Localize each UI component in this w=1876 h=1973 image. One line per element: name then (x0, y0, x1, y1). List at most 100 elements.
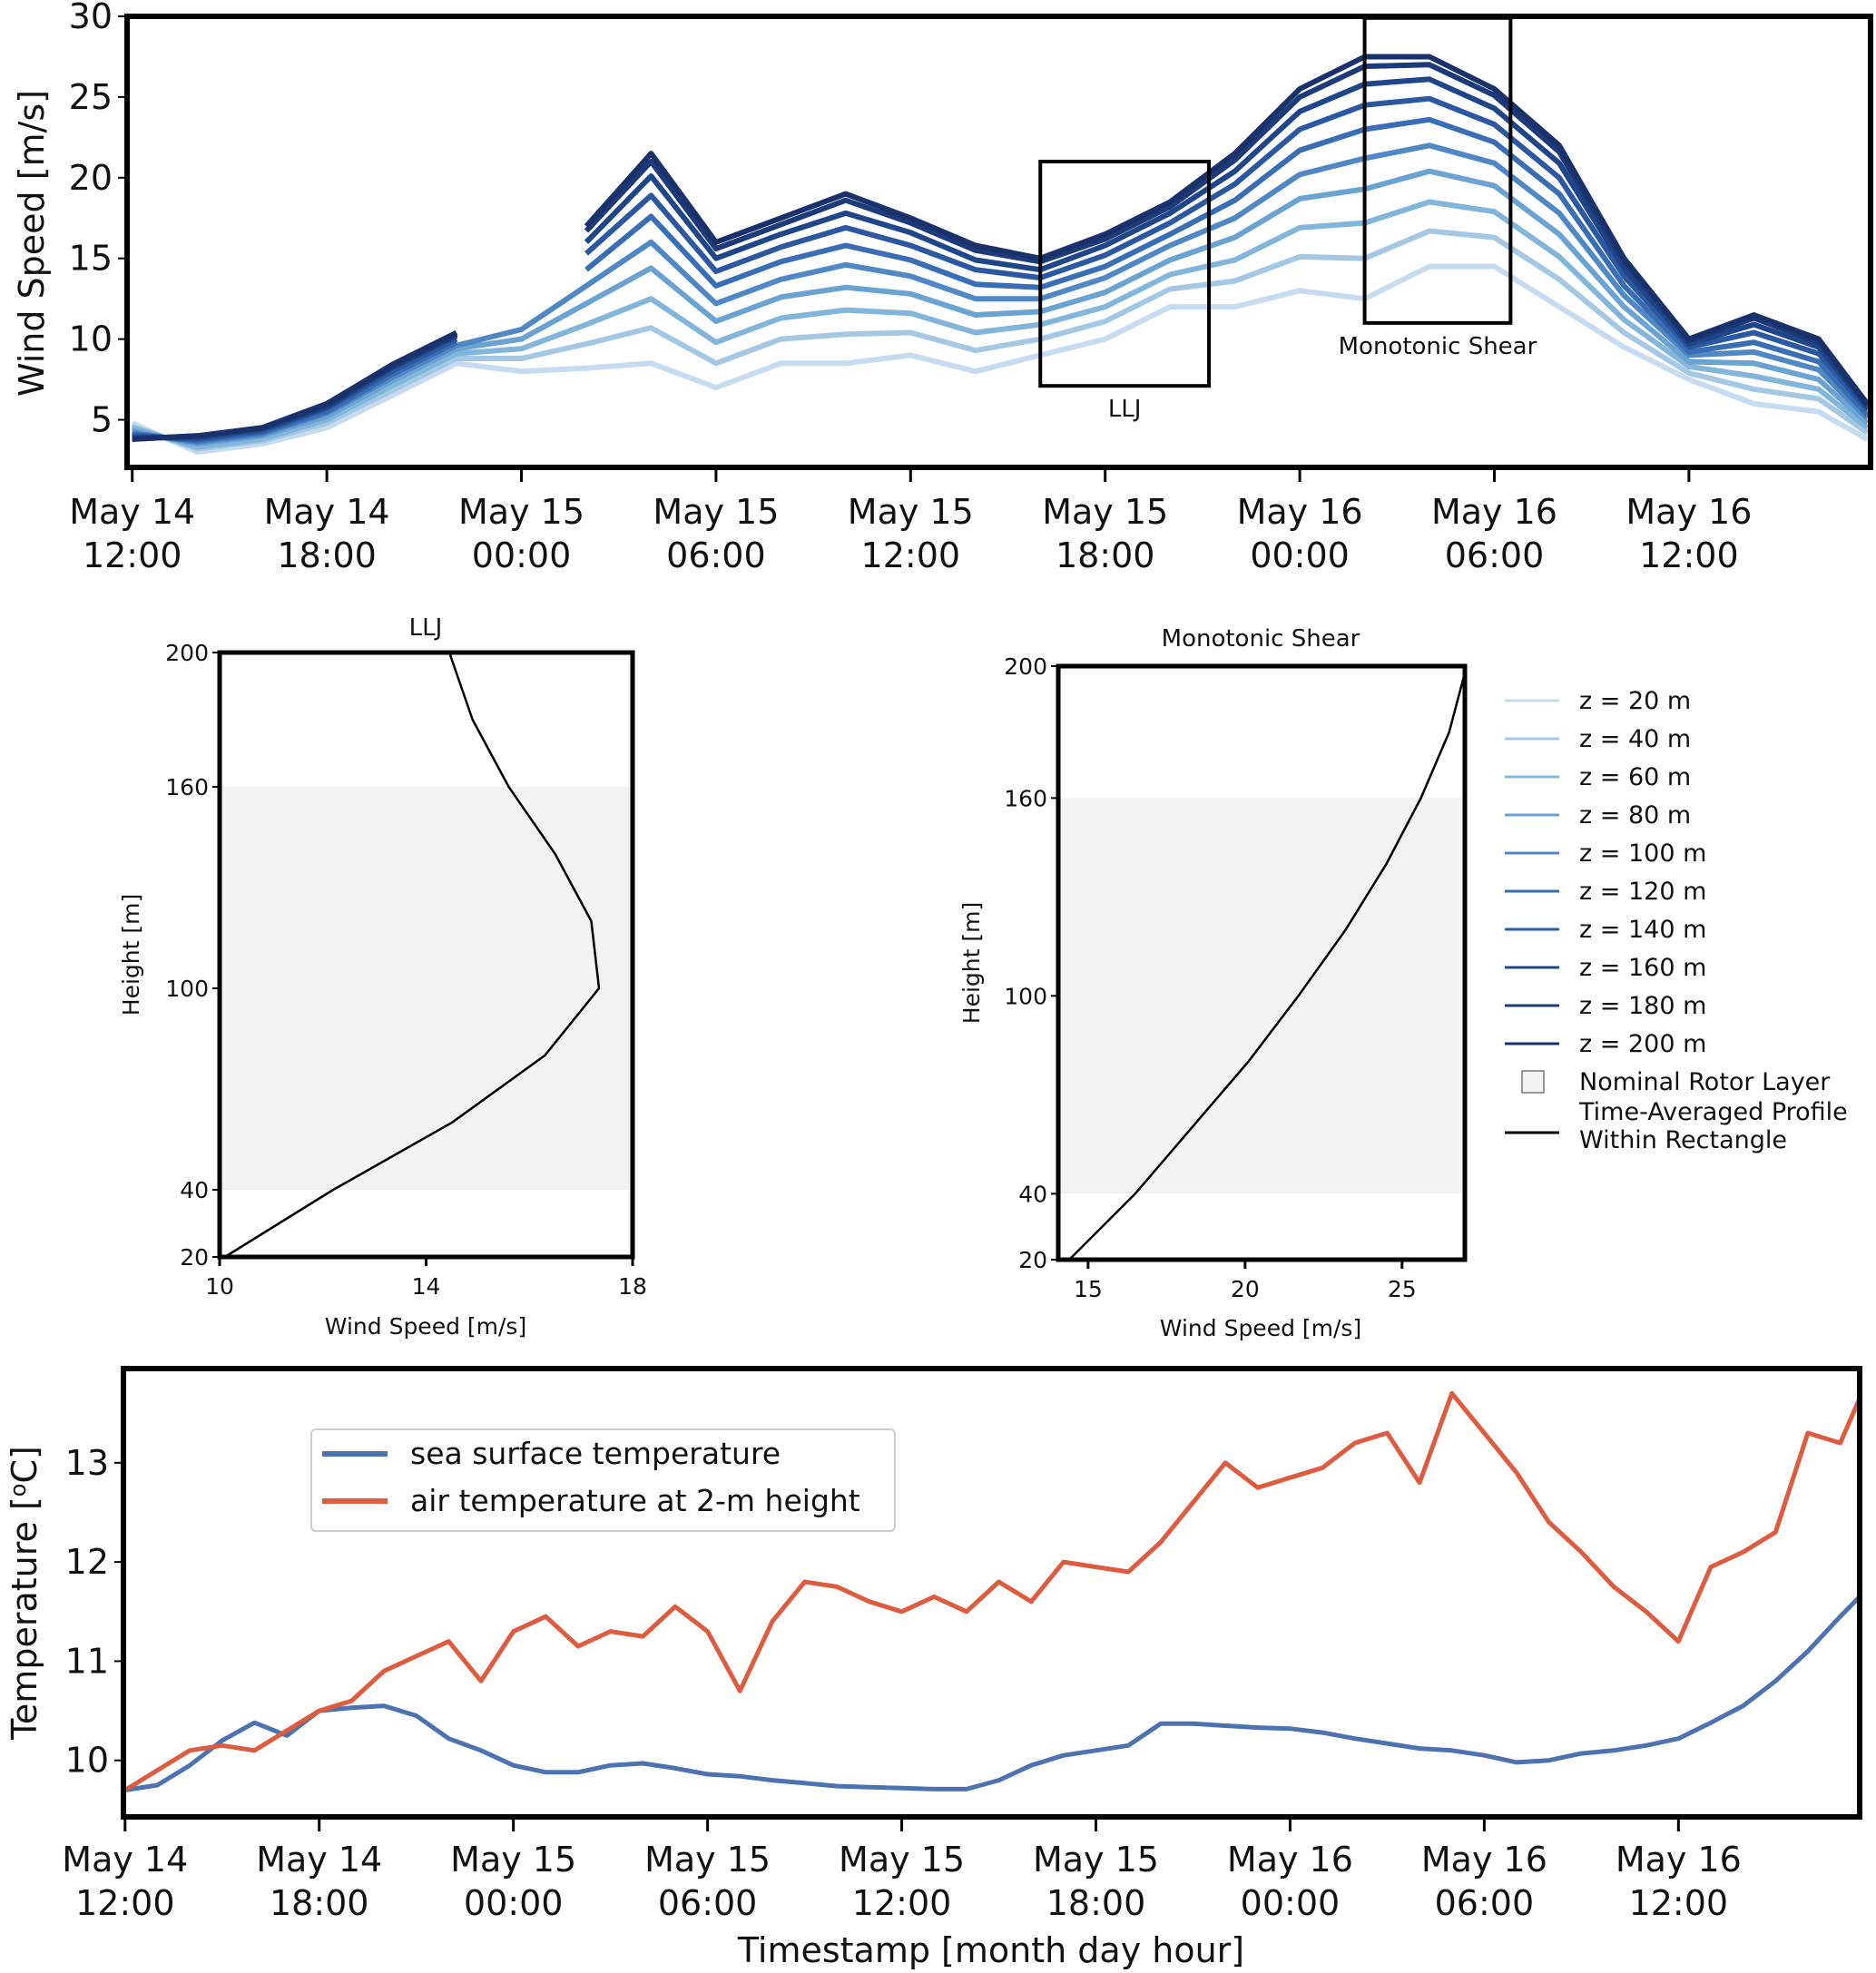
x-tick-label-time: 12:00 (852, 1883, 952, 1923)
x-tick-label: 14 (412, 1273, 441, 1300)
legend-patch (1521, 1070, 1545, 1094)
rotor-layer-band (220, 787, 633, 1190)
y-tick-label: 11 (65, 1641, 109, 1681)
y-tick-label: 20 (180, 1244, 209, 1271)
legend-item: sea surface temperature (322, 1436, 781, 1471)
wind-series-line (132, 54, 1870, 442)
y-tick-label: 20 (69, 158, 113, 198)
legend-label: z = 200 m (1579, 1030, 1706, 1058)
shear-x-axis-label: Wind Speed [m/s] (1160, 1315, 1361, 1341)
legend-item: Nominal Rotor Layer (1521, 1068, 1831, 1096)
llj-profile-panel: LLJ Wind Speed [m/s] Height [m] 20 40 100 1… (118, 614, 647, 1340)
x-tick-label-time: 12:00 (83, 535, 182, 575)
annotation-label: LLJ (1108, 396, 1142, 423)
temperature-series-line (123, 1390, 1862, 1792)
temperature-y-label-deg: o (5, 1484, 31, 1497)
x-tick-label-time: 12:00 (75, 1883, 175, 1923)
x-tick-label-time: 00:00 (472, 535, 572, 575)
x-tick-label-time: 18:00 (1056, 535, 1155, 575)
x-tick-label-time: 06:00 (1435, 1883, 1535, 1923)
x-tick-label-date: May 14 (62, 1840, 188, 1880)
x-tick-label-date: May 16 (1421, 1840, 1547, 1880)
legend-label: z = 20 m (1579, 687, 1691, 715)
y-tick-label: 25 (69, 77, 113, 117)
temperature-y-label-pre: Temperature [ (5, 1497, 44, 1741)
x-tick-label-date: May 16 (1626, 492, 1752, 532)
legend-box (310, 1428, 896, 1532)
wind-y-axis-ticks: 5 10 15 20 25 30 (69, 0, 127, 440)
x-tick-label-date: May 16 (1431, 492, 1557, 532)
legend-label: z = 60 m (1579, 763, 1691, 791)
legend-label: z = 180 m (1579, 992, 1706, 1020)
shear-plot-frame (1056, 663, 1468, 1262)
legend-item: z = 200 m (1505, 1030, 1706, 1058)
y-tick-label: 12 (65, 1542, 109, 1582)
wind-series-line (132, 142, 1870, 446)
x-tick-label: 18 (618, 1273, 647, 1300)
y-tick-label: 200 (1004, 653, 1047, 680)
legend-label: Within Rectangle (1579, 1126, 1787, 1154)
x-tick-label-date: May 15 (450, 1840, 576, 1880)
x-tick-label-time: 00:00 (464, 1883, 564, 1923)
x-tick-label-time: 18:00 (270, 1883, 369, 1923)
y-tick-label: 10 (69, 319, 113, 359)
y-tick-label: 10 (65, 1741, 109, 1781)
legend-item: air temperature at 2-m height (322, 1483, 860, 1518)
legend-label: z = 140 m (1579, 916, 1706, 944)
legend-label: z = 120 m (1579, 878, 1706, 906)
wind-series-line (132, 168, 1870, 447)
legend-item: z = 180 m (1505, 992, 1706, 1020)
x-tick-label: 10 (205, 1273, 234, 1300)
profile-line (1068, 672, 1467, 1261)
annotation-rectangle (1038, 160, 1212, 388)
temperature-y-label-post: C] (5, 1446, 44, 1483)
x-tick-label-date: May 14 (256, 1840, 382, 1880)
x-tick-label-date: May 14 (264, 492, 390, 532)
legend-item: z = 100 m (1505, 839, 1706, 868)
temperature-y-axis-label: Temperature [oC] (5, 1446, 44, 1741)
y-tick-label: 13 (65, 1443, 109, 1483)
x-tick-label-time: 18:00 (1046, 1883, 1146, 1923)
y-tick-label: 100 (1004, 983, 1047, 1009)
wind-y-axis-label: Wind Speed [m/s] (12, 90, 52, 397)
y-tick-label: 15 (69, 239, 113, 279)
legend-item: z = 80 m (1505, 801, 1691, 829)
y-tick-label: 40 (180, 1177, 209, 1203)
llj-x-axis-label: Wind Speed [m/s] (325, 1313, 526, 1340)
legend-item: z = 160 m (1505, 954, 1706, 982)
temperature-legend: sea surface temperature air temperature a… (310, 1428, 896, 1532)
y-tick-label: 30 (69, 0, 113, 36)
legend-label: Nominal Rotor Layer (1579, 1068, 1831, 1096)
x-tick-label: 15 (1074, 1276, 1103, 1302)
x-tick-label-time: 12:00 (861, 535, 961, 575)
legend-item: z = 120 m (1505, 878, 1706, 906)
y-tick-label: 200 (165, 640, 209, 666)
profile-legend: z = 20 m z = 40 m z = 60 m z = 80 m z = 100 … (1505, 687, 1848, 1154)
legend-item: z = 40 m (1505, 725, 1691, 753)
rotor-layer-band (1058, 798, 1465, 1194)
x-tick-label-date: May 15 (848, 492, 974, 532)
legend-item: z = 60 m (1505, 763, 1691, 791)
x-tick-label-date: May 15 (458, 492, 584, 532)
wind-series-line (131, 263, 1869, 456)
monotonic-shear-profile-panel: Monotonic Shear Wind Speed [m/s] Height … (958, 625, 1468, 1341)
x-tick-label-date: May 15 (1042, 492, 1168, 532)
x-tick-label: 20 (1231, 1276, 1260, 1302)
y-tick-label: 160 (1004, 785, 1047, 811)
x-tick-label-time: 06:00 (1445, 535, 1545, 575)
x-tick-label-date: May 15 (644, 1840, 771, 1880)
y-tick-label: 5 (91, 400, 113, 440)
x-tick-label-date: May 16 (1237, 492, 1363, 532)
x-tick-label-time: 00:00 (1241, 1883, 1341, 1923)
legend-label: z = 40 m (1579, 725, 1691, 753)
temperature-plot-frame (121, 1366, 1862, 1820)
wind-plot-frame (124, 14, 1873, 470)
legend-label: z = 160 m (1579, 954, 1706, 982)
llj-y-axis-label: Height [m] (118, 894, 144, 1016)
x-tick-label-time: 06:00 (666, 535, 766, 575)
x-tick-label-date: May 16 (1616, 1840, 1742, 1880)
